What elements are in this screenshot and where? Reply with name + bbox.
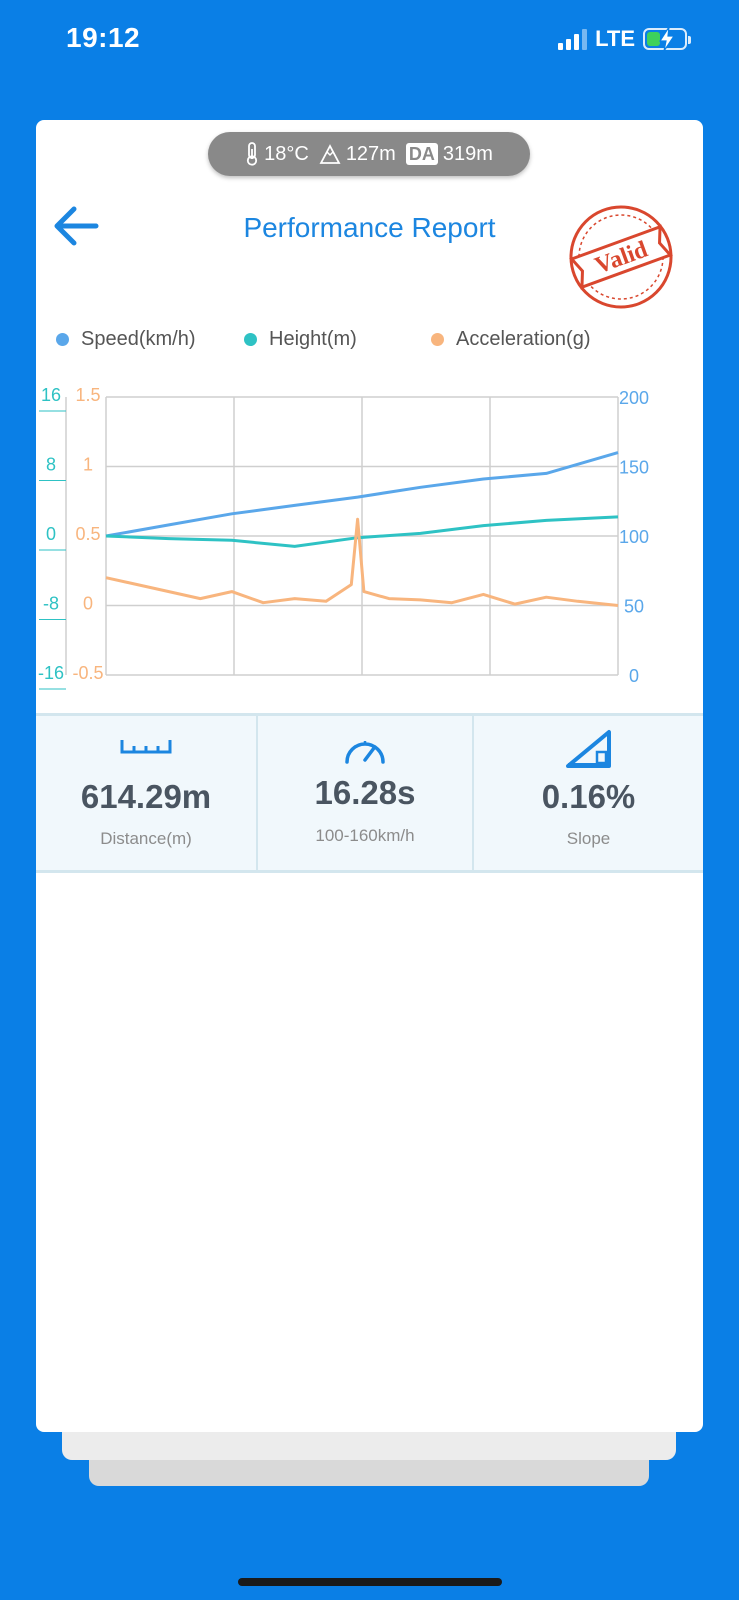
- legend-label-height: Height(m): [269, 328, 357, 350]
- battery-level: [647, 32, 660, 46]
- legend-dot-acceleration: [431, 333, 444, 346]
- acceleration-tick-label: 0: [83, 594, 93, 614]
- speed-range-label: 100-160km/h: [315, 826, 415, 845]
- acceleration-tick-label: 1: [83, 455, 93, 475]
- legend-item-acceleration: Acceleration(g): [431, 328, 591, 351]
- charging-bolt-icon: [658, 27, 676, 51]
- metric-slope: 0.16% Slope: [472, 716, 703, 870]
- temperature-item: 18°C: [245, 142, 309, 166]
- performance-chart: 16 8 0 -8 -16 1.5 1 0.5 0 -0.5 200 150 100 50 0: [38, 385, 649, 690]
- ruler-icon: [120, 740, 172, 754]
- thermometer-icon: [247, 142, 258, 166]
- speed-tick-label: 150: [619, 458, 649, 478]
- network-label: LTE: [595, 26, 635, 51]
- page-title: Performance Report: [243, 212, 496, 243]
- metric-time: 16.28s 100-160km/h: [256, 716, 472, 870]
- time-value: 16.28s: [314, 774, 416, 811]
- legend-item-speed: Speed(km/h): [56, 328, 196, 351]
- slope-icon: [565, 730, 611, 768]
- report-card: 18°C 127m DA 319m Performance Report Val…: [36, 120, 703, 1432]
- series-line-speed: [105, 451, 619, 538]
- speed-tick-label: 200: [619, 388, 649, 408]
- height-tick-label: 8: [46, 455, 56, 475]
- battery-icon: [643, 27, 691, 51]
- altitude-item: 127m: [319, 143, 396, 166]
- status-time: 19:12: [66, 22, 141, 53]
- back-button[interactable]: [52, 204, 100, 248]
- mountain-icon: [319, 144, 341, 164]
- acceleration-tick-label: 1.5: [75, 385, 100, 405]
- speed-tick-label: 100: [619, 527, 649, 547]
- series-line-height: [105, 515, 619, 548]
- status-bar: 19:12 LTE: [0, 0, 739, 80]
- density-altitude-value: 319m: [442, 142, 493, 165]
- back-arrow-icon: [54, 206, 99, 246]
- height-tick-label: -16: [38, 663, 64, 683]
- speed-tick-label: 50: [624, 597, 644, 617]
- slope-value: 0.16%: [541, 778, 636, 815]
- series-line-acceleration: [105, 517, 619, 607]
- altitude-value: 127m: [345, 142, 396, 165]
- height-tick-label: -8: [43, 594, 59, 614]
- chart-legend: Speed(km/h) Height(m) Acceleration(g): [56, 328, 696, 358]
- distance-value: 614.29m: [80, 778, 212, 815]
- distance-label: Distance(m): [100, 829, 192, 848]
- legend-label-speed: Speed(km/h): [81, 328, 196, 350]
- legend-dot-height: [244, 333, 257, 346]
- valid-stamp: Valid: [569, 205, 673, 309]
- legend-label-acceleration: Acceleration(g): [456, 328, 591, 350]
- environment-pill: 18°C 127m DA 319m: [208, 132, 530, 176]
- temperature-value: 18°C: [264, 142, 309, 165]
- acceleration-tick-label: -0.5: [72, 663, 103, 683]
- speed-tick-label: 0: [629, 666, 639, 686]
- acceleration-tick-label: 0.5: [75, 524, 100, 544]
- signal-icon: [558, 28, 588, 50]
- legend-dot-speed: [56, 333, 69, 346]
- slope-label: Slope: [566, 829, 611, 848]
- legend-item-height: Height(m): [244, 328, 357, 351]
- density-altitude-item: DA 319m: [405, 142, 493, 166]
- status-indicators: LTE: [558, 26, 691, 52]
- height-tick-label: 0: [46, 524, 56, 544]
- height-tick-label: 16: [41, 385, 61, 405]
- metrics-panel: 614.29m Distance(m) 16.28s 100-160km/h 0…: [36, 713, 703, 873]
- metric-distance: 614.29m Distance(m): [36, 716, 256, 870]
- home-indicator[interactable]: [238, 1578, 502, 1586]
- density-altitude-badge: DA: [405, 143, 438, 165]
- speedometer-icon: [345, 741, 385, 764]
